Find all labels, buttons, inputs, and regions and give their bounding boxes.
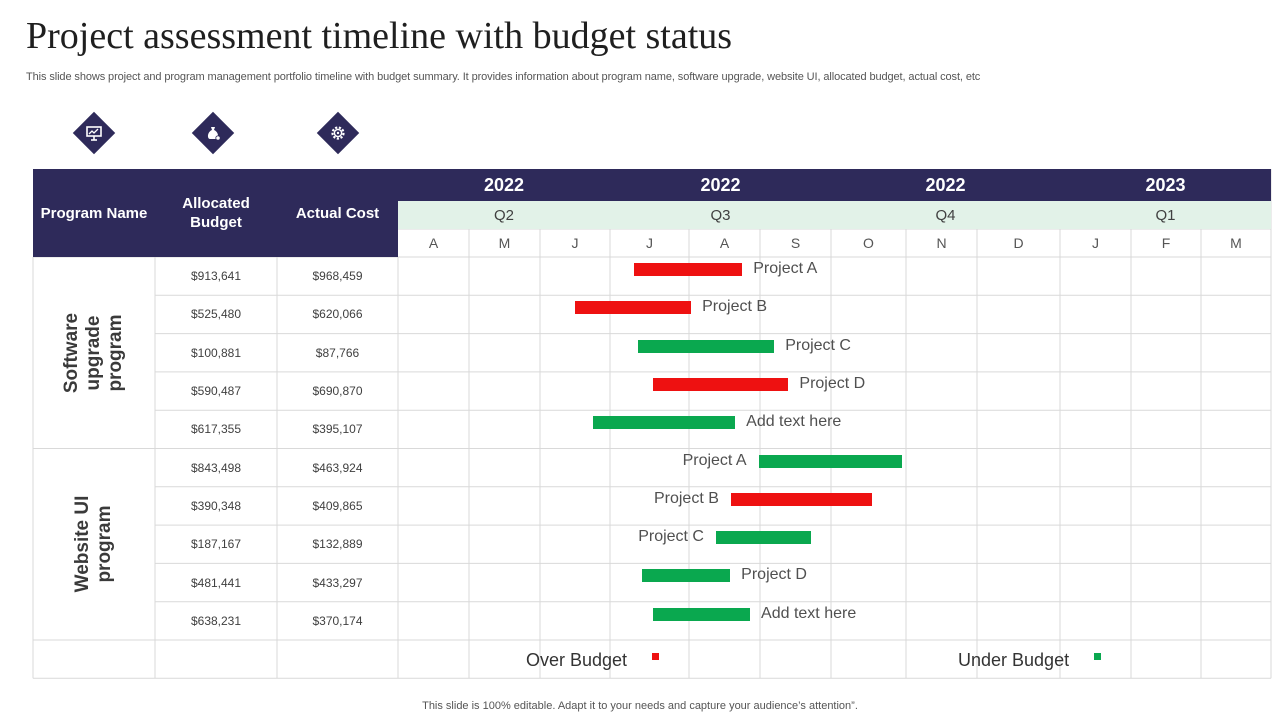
project-bar — [575, 301, 692, 315]
project-label: Project C — [638, 528, 704, 546]
actual-cost-cell: $132,889 — [312, 537, 363, 552]
project-bar — [637, 339, 775, 353]
legend-under-budget-swatch — [1094, 653, 1101, 660]
year-header: 2022 — [610, 169, 831, 201]
project-label: Add text here — [761, 604, 857, 622]
month-header: M — [498, 235, 511, 251]
program-group-label: Website UI program — [33, 449, 155, 641]
month-header: F — [1161, 235, 1171, 251]
actual-cost-cell: $433,297 — [312, 575, 363, 590]
quarter-header: Q1 — [1060, 201, 1271, 229]
month-header: S — [790, 235, 801, 251]
quarter-header: Q3 — [610, 201, 831, 229]
allocated-budget-cell: $843,498 — [190, 460, 242, 475]
presentation-icon — [72, 111, 116, 155]
legend-under-budget-label: Under Budget — [958, 650, 1070, 670]
project-label: Project B — [702, 298, 768, 316]
program-group-label: Software upgrade program — [33, 257, 155, 449]
program-group-name: Software upgrade program — [61, 312, 126, 393]
allocated-budget-cell: $525,480 — [190, 307, 242, 322]
allocated-budget-cell: $913,641 — [190, 269, 242, 284]
project-label: Project D — [741, 566, 807, 584]
project-label: Project D — [799, 374, 866, 392]
actual-cost-cell: $370,174 — [312, 613, 363, 628]
project-bar — [758, 454, 903, 468]
project-bar — [653, 607, 751, 621]
allocated-budget-cell: $100,881 — [190, 345, 242, 360]
money-bag-icon — [191, 111, 235, 155]
program-group-name: Website UI program — [72, 495, 115, 593]
month-header: M — [1230, 235, 1242, 251]
project-bar — [592, 416, 736, 430]
project-bar — [633, 263, 743, 276]
allocated-budget-cell: $638,231 — [190, 613, 242, 628]
quarter-header: Q4 — [831, 201, 1060, 229]
allocated-budget-cell: $590,487 — [190, 384, 242, 399]
allocated-budget-cell: $481,441 — [190, 575, 242, 590]
actual-cost-cell: $690,870 — [312, 384, 363, 399]
footer-note: This slide is 100% editable. Adapt it to… — [422, 700, 858, 712]
month-header: J — [1092, 235, 1099, 251]
project-label: Add text here — [746, 413, 842, 431]
allocated-budget-cell: $187,167 — [190, 537, 242, 552]
legend-over-budget-label: Over Budget — [526, 650, 628, 670]
month-header: J — [571, 235, 579, 251]
year-header: 2023 — [1060, 169, 1271, 201]
month-header: A — [719, 235, 730, 251]
header-program-name: Program Name — [33, 169, 155, 257]
project-bar — [653, 377, 789, 391]
project-label: Project C — [785, 336, 851, 354]
month-header: J — [646, 235, 653, 251]
actual-cost-cell: $395,107 — [312, 422, 363, 437]
page-title: Project assessment timeline with budget … — [26, 15, 733, 57]
project-bar — [715, 531, 812, 545]
month-header: O — [863, 235, 874, 251]
month-header: A — [428, 235, 439, 251]
actual-cost-cell: $620,066 — [312, 307, 363, 322]
actual-cost-cell: $968,459 — [312, 269, 363, 284]
year-header: 2022 — [398, 169, 610, 201]
gear-icon — [316, 111, 360, 155]
project-label: Project A — [753, 260, 818, 277]
actual-cost-cell: $409,865 — [312, 498, 363, 513]
page-subtitle: This slide shows project and program man… — [26, 71, 981, 83]
actual-cost-cell: $463,924 — [312, 460, 363, 475]
project-bar — [730, 492, 873, 506]
project-label: Project B — [653, 489, 719, 507]
project-bar — [641, 569, 731, 583]
allocated-budget-cell: $617,355 — [190, 422, 242, 437]
allocated-budget-cell: $390,348 — [190, 498, 242, 513]
actual-cost-cell: $87,766 — [315, 345, 360, 360]
legend-over-budget-swatch — [652, 653, 659, 660]
month-header: N — [936, 235, 947, 251]
year-header: 2022 — [831, 169, 1060, 201]
header-allocated-budget: Allocated Budget — [155, 169, 277, 257]
header-actual-cost: Actual Cost — [277, 169, 398, 257]
quarter-header: Q2 — [398, 201, 610, 229]
project-label: Project A — [682, 451, 747, 469]
month-header: D — [1013, 235, 1024, 251]
